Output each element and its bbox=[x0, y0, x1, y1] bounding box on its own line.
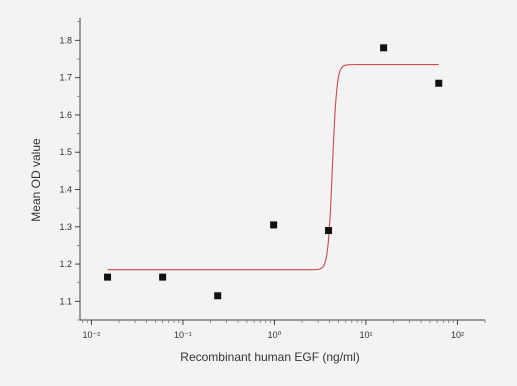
data-point-1 bbox=[159, 273, 167, 281]
axes bbox=[79, 18, 485, 321]
fit-layer bbox=[107, 64, 439, 271]
y-tick-label-5: 1.6 bbox=[59, 110, 72, 120]
x-tick-label-1: 10⁻¹ bbox=[174, 330, 192, 340]
y-tick-label-4: 1.5 bbox=[59, 147, 72, 157]
y-axis-title: Mean OD value bbox=[29, 138, 43, 222]
y-tick-label-7: 1.8 bbox=[59, 35, 72, 45]
x-tick-label-2: 10⁰ bbox=[268, 330, 282, 340]
y-tick-label-3: 1.4 bbox=[59, 185, 72, 195]
y-tick-label-2: 1.3 bbox=[59, 222, 72, 232]
data-point-2 bbox=[214, 292, 222, 300]
y-tick-label-0: 1.1 bbox=[59, 296, 72, 306]
x-tick-label-0: 10⁻² bbox=[83, 330, 101, 340]
fit-curve bbox=[107, 64, 439, 271]
y-tick-label-6: 1.7 bbox=[59, 73, 72, 83]
y-tick-label-1: 1.2 bbox=[59, 259, 72, 269]
data-point-3 bbox=[270, 221, 278, 229]
data-point-0 bbox=[104, 273, 112, 281]
ticks: 10⁻² 10⁻¹ 10⁰ 10¹ 10² 1.1 1.2 1.3 1.4 1.5 1.6 1.7 1.… bbox=[59, 21, 486, 340]
x-tick-label-4: 10² bbox=[451, 330, 464, 340]
data-point-4 bbox=[325, 227, 333, 235]
data-point-5 bbox=[380, 44, 388, 52]
x-axis-title: Recombinant human EGF (ng/ml) bbox=[180, 350, 359, 364]
x-tick-label-3: 10¹ bbox=[359, 330, 372, 340]
data-point-6 bbox=[435, 79, 443, 87]
points-layer bbox=[104, 44, 443, 300]
